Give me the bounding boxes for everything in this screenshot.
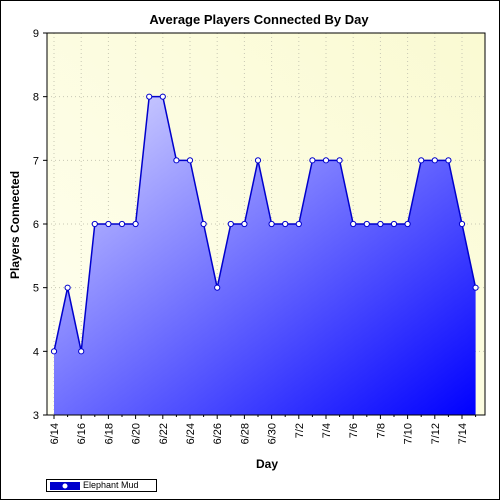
- data-point: [350, 220, 357, 228]
- data-point: [159, 93, 166, 100]
- data-point: [309, 157, 316, 164]
- y-tick-label: 8: [33, 92, 39, 104]
- y-tick-label: 6: [33, 219, 39, 231]
- data-point: [377, 220, 384, 228]
- x-tick-label: 6/30: [267, 423, 279, 444]
- y-tick-label: 5: [33, 283, 39, 295]
- y-axis-label: Players Connected: [8, 171, 22, 279]
- data-point: [336, 157, 343, 164]
- data-point: [295, 220, 302, 228]
- y-tick-label: 9: [33, 28, 39, 40]
- data-point: [241, 220, 248, 228]
- data-point: [227, 220, 234, 228]
- data-point: [50, 348, 58, 355]
- data-point: [146, 93, 153, 100]
- data-point: [200, 220, 207, 228]
- y-tick-label: 3: [33, 410, 39, 422]
- data-point: [132, 220, 139, 228]
- data-point: [118, 220, 126, 228]
- x-tick-label: 7/14: [457, 423, 469, 444]
- data-point: [431, 157, 438, 164]
- data-point: [322, 157, 330, 164]
- data-point: [458, 220, 466, 228]
- data-point: [390, 220, 398, 228]
- data-point: [91, 220, 98, 228]
- legend: Elephant Mud: [46, 479, 157, 492]
- legend-swatch: [50, 482, 80, 490]
- data-point: [254, 157, 262, 164]
- x-tick-label: 6/14: [49, 423, 61, 444]
- data-point: [173, 157, 180, 164]
- data-point: [445, 157, 452, 164]
- x-tick-label: 7/10: [403, 423, 415, 444]
- data-point: [282, 220, 289, 228]
- data-point: [186, 157, 194, 164]
- x-tick-label: 7/8: [375, 423, 387, 438]
- y-tick-label: 7: [33, 155, 39, 167]
- data-point: [105, 220, 112, 228]
- data-point: [418, 157, 425, 164]
- x-tick-label: 7/12: [430, 423, 442, 444]
- data-point: [268, 220, 275, 228]
- series-area: [54, 96, 476, 416]
- data-point: [363, 220, 370, 228]
- x-tick-label: 6/20: [131, 423, 143, 444]
- x-tick-label: 6/26: [212, 423, 224, 444]
- x-tick-label: 6/16: [76, 423, 88, 444]
- x-axis-label: Day: [256, 457, 278, 471]
- chart-title: Average Players Connected By Day: [149, 12, 369, 27]
- data-point: [78, 348, 85, 355]
- x-tick-label: 7/4: [321, 423, 333, 438]
- legend-label: Elephant Mud: [83, 480, 139, 490]
- data-point: [64, 284, 71, 291]
- x-tick-label: 7/6: [348, 423, 360, 438]
- data-point: [472, 284, 479, 291]
- y-tick-label: 4: [33, 346, 39, 358]
- x-tick-label: 7/2: [294, 423, 306, 438]
- data-point: [214, 284, 221, 291]
- x-tick-label: 6/28: [239, 423, 251, 444]
- x-tick-label: 6/22: [158, 423, 170, 444]
- x-tick-label: 6/18: [103, 423, 115, 444]
- x-tick-label: 6/24: [185, 423, 197, 444]
- data-point: [404, 220, 411, 228]
